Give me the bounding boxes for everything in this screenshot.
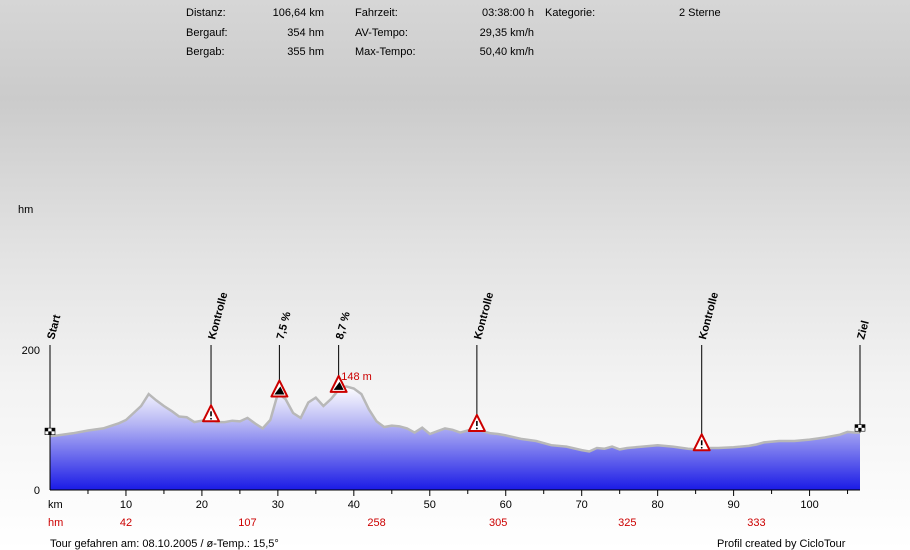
bergauf-value: 354 hm — [287, 27, 324, 39]
marker-label: Kontrolle — [697, 291, 721, 341]
avtempo-value: 29,35 km/h — [479, 27, 534, 39]
distanz-value: 106,64 km — [272, 7, 324, 19]
bergauf-label: Bergauf: — [186, 27, 228, 39]
checkered-flag-icon — [44, 427, 56, 436]
x-axis-label: km — [48, 499, 63, 511]
x-tick-label: 70 — [576, 499, 588, 511]
peak-annotation: 148 m — [341, 371, 372, 383]
y-tick-label: 0 — [34, 485, 40, 497]
climb-value: 258 — [367, 517, 385, 529]
climb-row-label: hm — [48, 517, 63, 529]
climb-value: 42 — [120, 517, 132, 529]
x-tick-label: 60 — [500, 499, 512, 511]
footer-credit: Profil created by CicloTour — [717, 538, 846, 550]
x-tick-label: 100 — [800, 499, 818, 511]
marker-label: Kontrolle — [206, 291, 230, 341]
climb-value: 325 — [618, 517, 636, 529]
fahrzeit-label: Fahrzeit: — [355, 7, 398, 19]
climb-value: 333 — [747, 517, 765, 529]
x-tick-label: 30 — [272, 499, 284, 511]
checkered-flag-icon — [854, 424, 866, 432]
y-tick-label: 200 — [22, 345, 40, 357]
marker-label: Kontrolle — [472, 291, 496, 341]
footer-tour-info: Tour gefahren am: 08.10.2005 / ø-Temp.: … — [50, 538, 279, 550]
elevation-line — [49, 385, 860, 453]
mountain-icon — [333, 381, 344, 390]
y-axis-label: hm — [18, 204, 33, 216]
climb-value: 107 — [238, 517, 256, 529]
marker-label: 7,5 % — [275, 310, 294, 340]
x-tick-label: 90 — [727, 499, 739, 511]
distanz-label: Distanz: — [186, 7, 226, 19]
warning-icon-dot — [475, 427, 478, 430]
warning-icon-dot — [210, 417, 212, 420]
x-tick-label: 80 — [652, 499, 664, 511]
bergab-label: Bergab: — [186, 46, 225, 58]
marker-label: Start — [45, 313, 63, 341]
maxtempo-value: 50,40 km/h — [479, 46, 534, 58]
x-tick-label: 50 — [424, 499, 436, 511]
maxtempo-label: Max-Tempo: — [355, 46, 416, 58]
kategorie-label: Kategorie: — [545, 7, 596, 19]
x-tick-label: 40 — [348, 499, 360, 511]
warning-icon-dot — [700, 446, 703, 449]
fahrzeit-value: 03:38:00 h — [482, 7, 534, 19]
x-tick-label: 20 — [196, 499, 208, 511]
mountain-icon — [274, 386, 285, 395]
bergab-value: 355 hm — [287, 46, 324, 58]
marker-label: 8,7 % — [334, 310, 353, 340]
x-tick-label: 10 — [120, 499, 132, 511]
avtempo-label: AV-Tempo: — [355, 27, 408, 39]
kategorie-value: 2 Sterne — [679, 7, 721, 19]
climb-value: 305 — [489, 517, 507, 529]
marker-label: Ziel — [855, 319, 871, 340]
elevation-area — [50, 386, 860, 490]
